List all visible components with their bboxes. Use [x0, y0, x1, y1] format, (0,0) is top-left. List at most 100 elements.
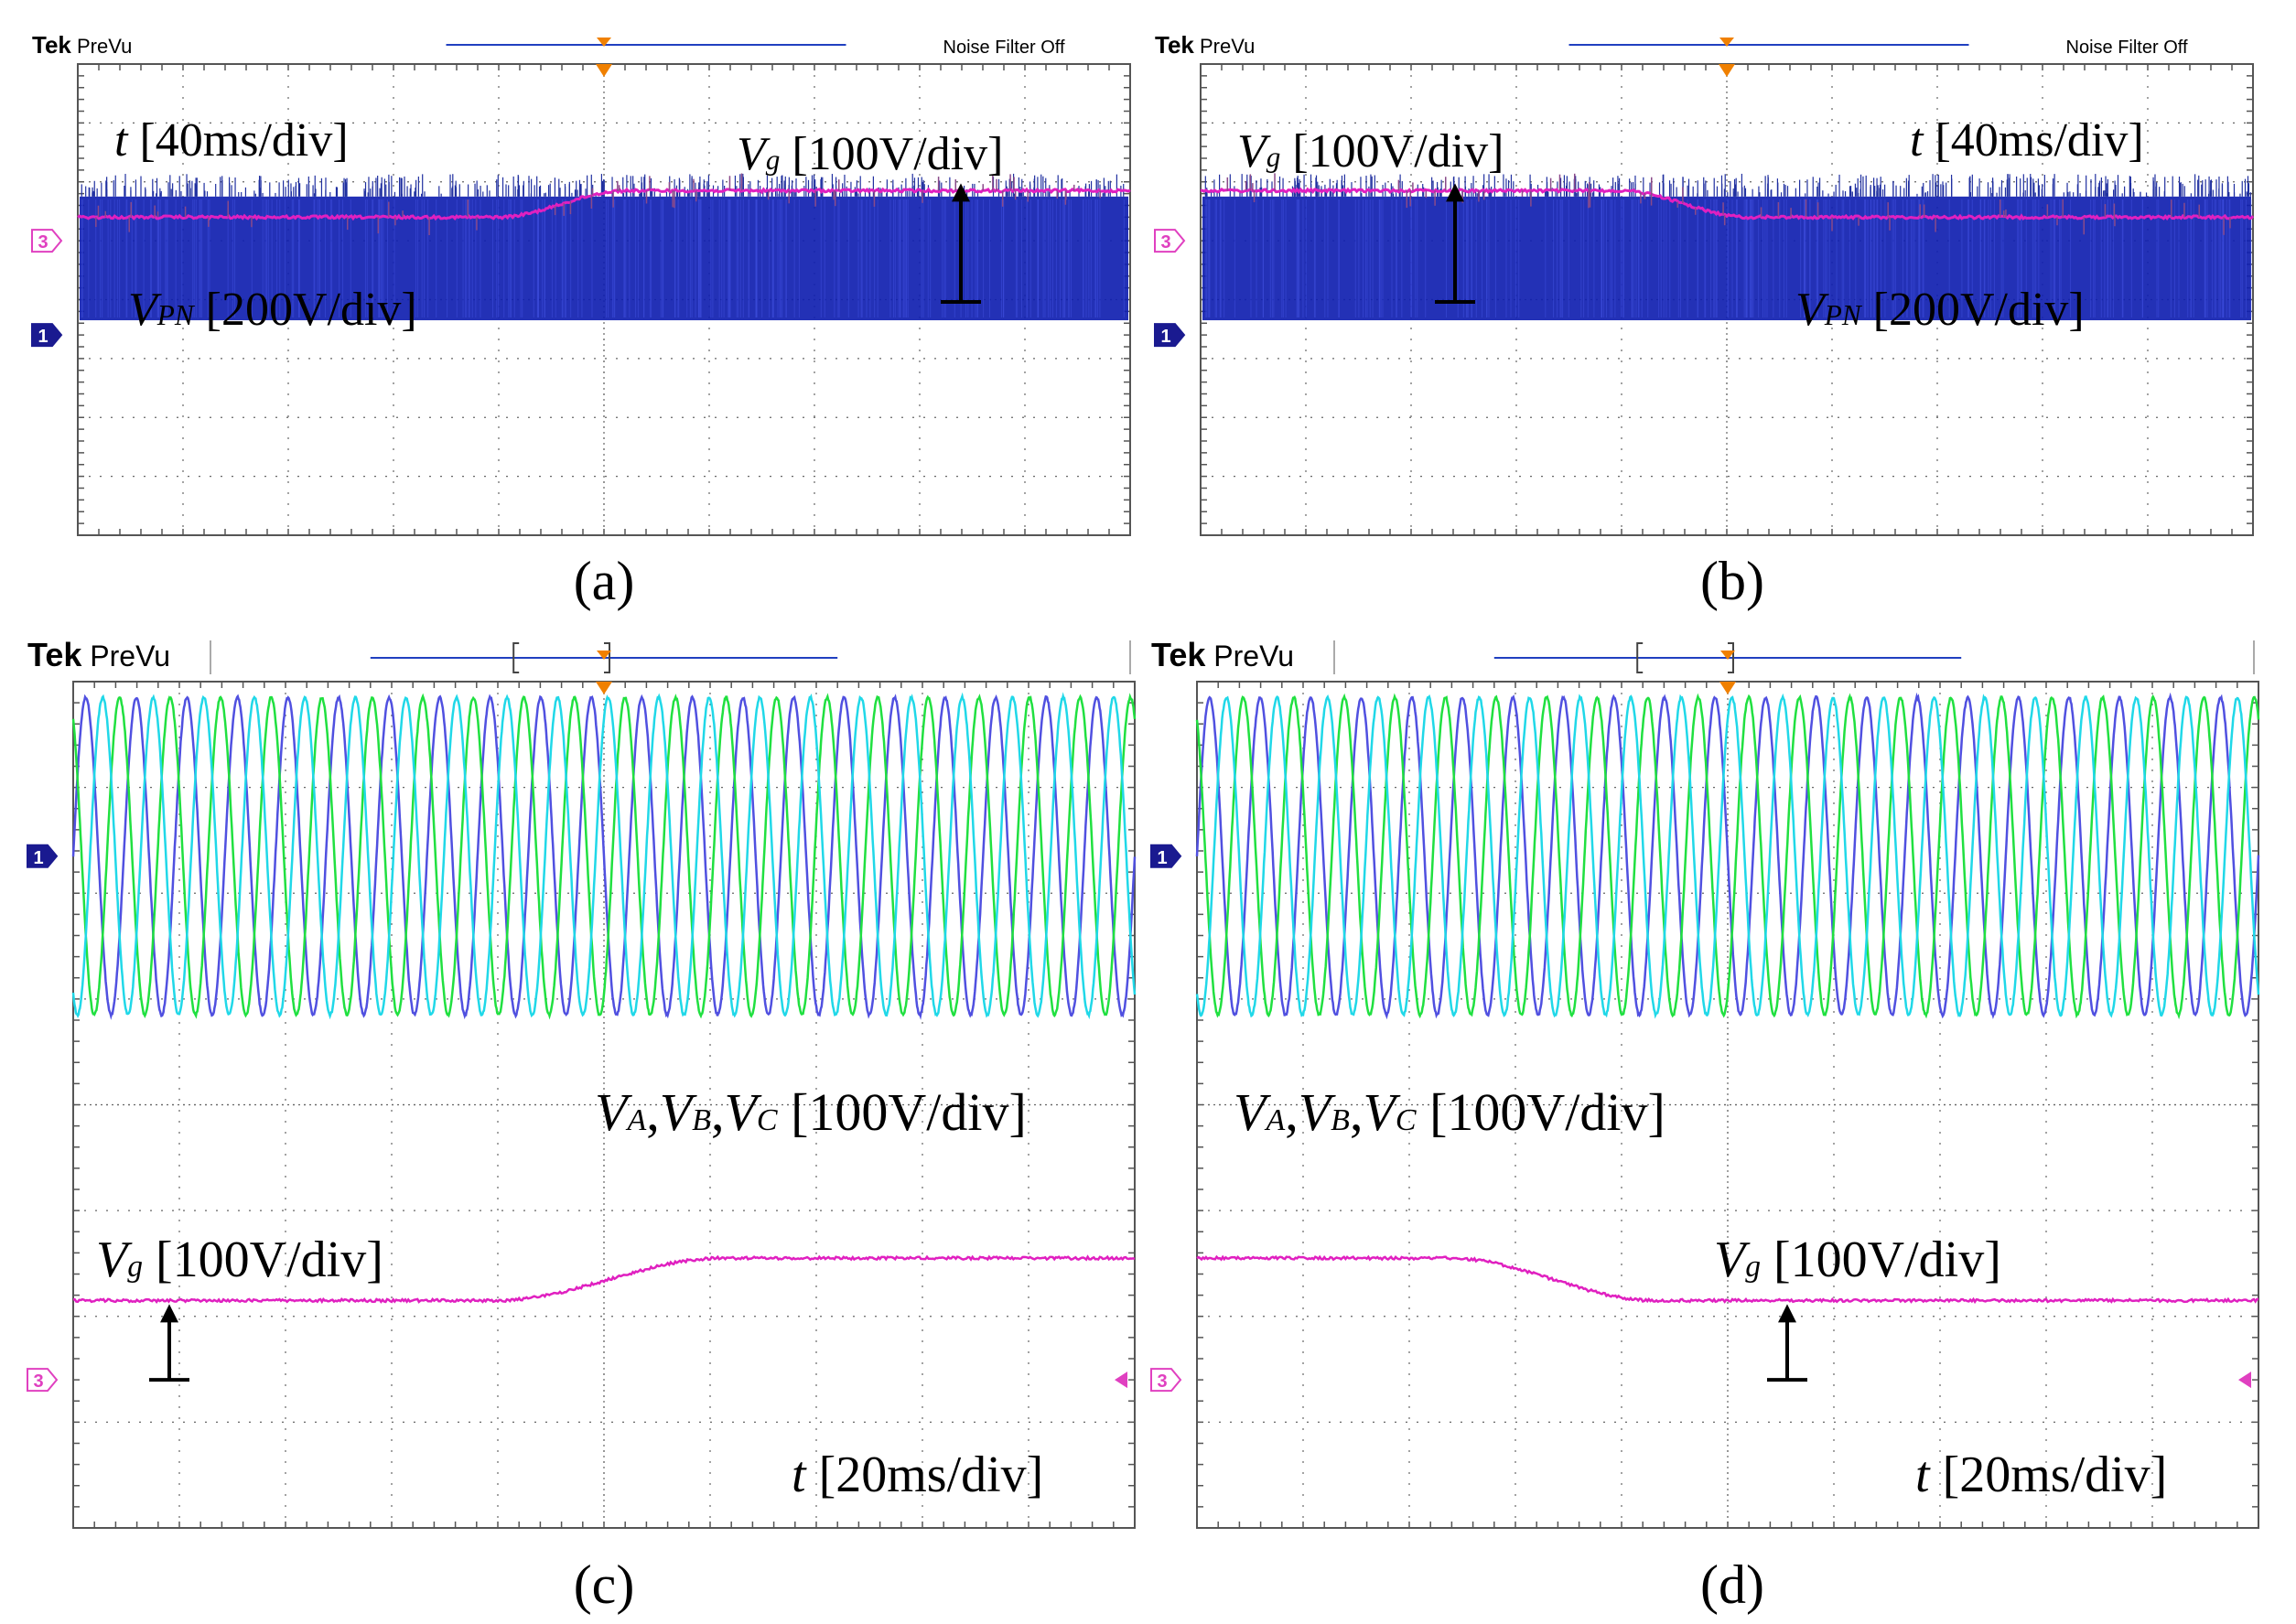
panel-b-ch1-marker-text: 1 [1160, 327, 1170, 347]
panel-d-ch1-marker-text: 1 [1157, 848, 1167, 868]
panel-b-brand: Tek PreVu [1155, 31, 1255, 59]
panel-c-vg-arrow-head [160, 1304, 178, 1323]
panel-a-ch3-marker [31, 229, 63, 253]
panel-c-vg-label-scale: [100V/div] [143, 1231, 383, 1288]
panel-b-time-scale-label: t [40ms/div] [1910, 114, 2144, 167]
panel-d-vc-symbol: V [1363, 1082, 1401, 1142]
panel-c-caption: (c) [574, 1554, 635, 1615]
panel-b-caption: (b) [1700, 551, 1764, 611]
panel-d-vb-sub: B [1331, 1103, 1350, 1137]
panel-c-ch3-right-marker-icon [1115, 1371, 1127, 1389]
panel-a-vpn-series [80, 173, 1128, 321]
panel-c-phase-scale: [100V/div] [778, 1082, 1027, 1142]
panel-d-sep: , [1285, 1082, 1299, 1142]
panel-c-time-value: [20ms/div] [806, 1447, 1044, 1503]
panel-d-brand-tek: Tek [1151, 636, 1206, 673]
panel-d-trigger-marker-icon [1719, 682, 1736, 694]
panel-c-time-scale-label: t [20ms/div] [792, 1447, 1043, 1503]
panel-d-time-value: [20ms/div] [1930, 1447, 2168, 1503]
panel-b-mode-label: PreVu [1194, 35, 1255, 58]
panel-c-vg-series [73, 1254, 1136, 1305]
panel-c-vg-label-symbol: V [96, 1231, 133, 1288]
panel-b-ch3-marker [1154, 229, 1186, 253]
panel-c-vb-symbol: V [660, 1082, 698, 1142]
panel-a-mode-label: PreVu [71, 35, 132, 58]
panel-d-vg-arrow-head [1778, 1304, 1796, 1323]
panel-d-vg-label-symbol: V [1714, 1231, 1751, 1288]
panel-a-vg-series [77, 187, 1131, 221]
panel-a-trigger-top-icon [597, 38, 611, 47]
panel-d-ch3-marker-text: 3 [1157, 1371, 1167, 1392]
panel-a-time-value: [40ms/div] [127, 114, 348, 167]
panel-a-trigger-marker-icon [596, 64, 612, 77]
panel-a-ch1-marker [31, 323, 63, 348]
panel-c-va-series [71, 694, 1137, 1020]
panel-d-phase-label: VA,VB,VC [100V/div] [1234, 1082, 1665, 1142]
panel-d-sep: , [1350, 1082, 1364, 1142]
panel-b-time-symbol: t [1910, 114, 1924, 167]
panel-d-vc-series [1195, 693, 2260, 1019]
panel-c-trigger-top-icon [597, 651, 611, 660]
panel-d-ch1-marker [1150, 844, 1182, 868]
panel-a-vg-label: Vg [100V/div] [737, 128, 1003, 180]
panel-c-vg-label: Vg [100V/div] [96, 1231, 383, 1288]
panel-a-vpn-label: VPN [200V/div] [128, 284, 417, 336]
panel-a-ch3-marker-text: 3 [38, 232, 48, 253]
panel-c-sep: , [711, 1082, 725, 1142]
panel-a-vg-label-subscript: g [766, 144, 781, 176]
panel-a-vpn-label-scale: [200V/div] [194, 284, 417, 336]
panel-d-va-series [1195, 692, 2260, 1020]
panel-b-vpn-label: VPN [200V/div] [1795, 284, 2085, 336]
panel-b-ch3-marker-text: 3 [1160, 232, 1170, 253]
panel-b-vpn-label-symbol: V [1795, 284, 1829, 336]
panel-c-mode-label: PreVu [81, 640, 170, 672]
panel-b-vpn-label-scale: [200V/div] [1861, 284, 2085, 336]
panel-d-time-symbol: t [1915, 1447, 1931, 1503]
panel-d-vg-label-subscript: g [1745, 1250, 1761, 1284]
panel-b-vpn-label-subscript: PN [1824, 299, 1863, 331]
panel-c-ch1-marker [27, 844, 59, 868]
panel-c-brand: Tek PreVu [27, 636, 170, 673]
panel-a-noise-filter: Noise Filter Off [943, 38, 1065, 58]
panel-c-vc-symbol: V [724, 1082, 762, 1142]
panel-d-caption: (d) [1700, 1554, 1764, 1615]
panel-d-mode-label: PreVu [1205, 640, 1294, 672]
panel-a-time-scale-label: t [40ms/div] [114, 114, 349, 167]
panel-c-vc-sub: C [757, 1103, 778, 1137]
panel-d-record-bracket [1636, 642, 1734, 673]
panel-c-va-sub: A [625, 1103, 646, 1137]
panel-a: Tek PreVu Noise Filter Off 3 1 t [40ms/div] V… [31, 31, 1131, 611]
panel-d-ch3-marker [1150, 1368, 1182, 1393]
panel-c-vc-series [71, 692, 1137, 1020]
panel-a-vg-label-scale: [100V/div] [780, 128, 1003, 180]
panel-b-trigger-marker-icon [1719, 64, 1735, 77]
panel-c-trigger-marker-icon [596, 682, 612, 694]
panel-a-brand: Tek PreVu [32, 31, 132, 59]
panel-d-va-sub: A [1264, 1103, 1285, 1137]
panel-b-vg-series [1200, 187, 2255, 221]
panel-b-noise-filter: Noise Filter Off [2066, 38, 2188, 58]
panel-c-brand-tek: Tek [27, 636, 82, 673]
panel-d-trigger-top-icon [1720, 651, 1735, 660]
panel-c-vb-sub: B [692, 1103, 711, 1137]
panel-c-phase-label: VA,VB,VC [100V/div] [595, 1082, 1027, 1142]
panel-d-vg-label-scale: [100V/div] [1761, 1231, 2001, 1288]
panel-b-vg-label-symbol: V [1237, 125, 1271, 177]
panel-d-vb-series [1195, 693, 2260, 1020]
panel-a-time-symbol: t [114, 114, 129, 167]
panel-b-ch1-marker [1154, 323, 1186, 348]
panel-b-vg-arrow-head [1446, 183, 1464, 202]
panel-b-trigger-top-icon [1719, 38, 1734, 47]
panel-a-caption: (a) [574, 551, 635, 611]
panel-c-sep: , [646, 1082, 660, 1142]
panel-d-ch3-right-marker-icon [2238, 1371, 2251, 1389]
panel-d-va-symbol: V [1234, 1082, 1272, 1142]
panel-c-ch1-marker-text: 1 [33, 848, 43, 868]
panel-d-vc-sub: C [1396, 1103, 1417, 1137]
panel-c-vb-series [71, 693, 1137, 1020]
panel-c-time-symbol: t [792, 1447, 807, 1503]
panel-a-vpn-label-symbol: V [128, 284, 162, 336]
panel-d-vb-symbol: V [1299, 1082, 1337, 1142]
